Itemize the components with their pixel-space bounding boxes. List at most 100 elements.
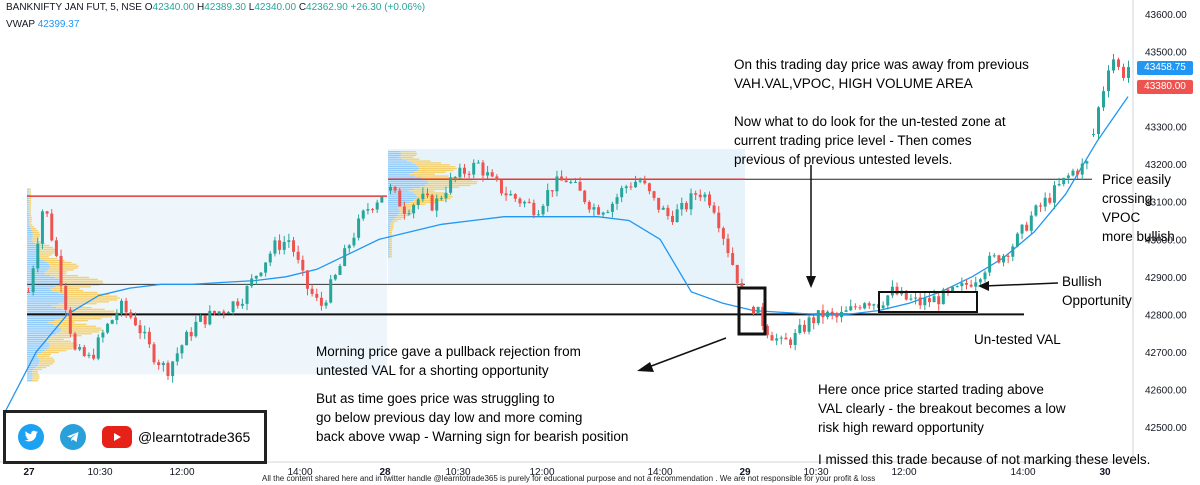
candle-body	[698, 194, 702, 198]
candle-body	[1052, 185, 1056, 203]
day28-profile-bar-yellow	[399, 156, 414, 158]
day27-profile-bar-blue	[27, 348, 48, 350]
candle-body	[689, 193, 693, 210]
candle-body	[292, 240, 296, 252]
candle-body	[904, 290, 908, 300]
candle-body	[1127, 67, 1130, 78]
candle-body	[115, 313, 119, 321]
candle-body	[821, 310, 825, 318]
twitter-icon[interactable]	[18, 424, 44, 450]
day28-profile-bar-blue	[388, 220, 393, 222]
candle-body	[721, 228, 725, 239]
candle-body	[1117, 59, 1120, 67]
candle-body	[527, 201, 531, 203]
telegram-icon[interactable]	[60, 424, 86, 450]
time-tick-label: 14:00	[1010, 467, 1035, 478]
candle-body	[826, 311, 830, 318]
day27-profile-bar-yellow	[62, 308, 105, 311]
day28-profile-bar-blue	[388, 241, 390, 243]
candle-body	[601, 212, 605, 215]
day27-profile-bar-yellow	[65, 316, 113, 318]
candle-body	[610, 203, 614, 212]
candle-body	[389, 186, 392, 191]
day27-profile-bar-blue	[27, 226, 31, 228]
rejection-box	[737, 286, 767, 336]
day28-profile-bar-blue	[388, 186, 421, 188]
candle-body	[523, 201, 527, 204]
day27-profile-bar-blue	[27, 325, 58, 327]
candle-body	[129, 312, 133, 318]
day27-profile-bar-blue	[27, 250, 40, 252]
arrow-bullish-head	[978, 281, 989, 291]
day28-profile-bar-blue	[388, 244, 390, 247]
day27-profile-bar-yellow	[37, 244, 50, 247]
day28-profile-bar-yellow	[415, 175, 449, 177]
candle-body	[946, 289, 950, 292]
candle-body	[752, 306, 755, 315]
candle-body	[499, 180, 503, 194]
candle-body	[666, 207, 670, 217]
time-tick-label: 12:00	[529, 467, 554, 478]
candle-body	[937, 296, 941, 305]
candle-body	[671, 216, 675, 223]
day27-profile-bar-blue	[27, 228, 32, 230]
time-tick-label: 30	[1099, 467, 1111, 478]
day28-profile-bar-blue	[388, 212, 399, 215]
day27-profile-bar-yellow	[28, 207, 31, 209]
symbol-name[interactable]: BANKNIFTY JAN FUT, 5, NSE	[6, 2, 142, 13]
day27-profile-bar-yellow	[28, 211, 31, 213]
day27-profile-bar-yellow	[58, 278, 98, 280]
candle-body	[407, 213, 411, 215]
day28-profile-bar-yellow	[389, 233, 392, 235]
candle-body	[1006, 255, 1010, 257]
day27-profile-bar-blue	[27, 222, 29, 224]
candle-body	[296, 251, 300, 260]
day27-profile-bar-yellow	[36, 256, 49, 258]
open-label: O	[144, 2, 153, 13]
vwap-header[interactable]: VWAP 42399.37	[6, 19, 79, 30]
day27-profile-bar-yellow	[39, 248, 56, 250]
day28-profile-bar-yellow	[427, 182, 477, 185]
annotation-struggle: But as time goes price was struggling to…	[316, 391, 629, 444]
day27-profile-bar-yellow	[32, 233, 40, 235]
day27-profile-bar-blue	[27, 224, 30, 226]
candle-body	[412, 205, 416, 214]
day27-profile-bar-blue	[27, 306, 57, 309]
candle-body	[1043, 197, 1047, 207]
candle-body	[199, 315, 203, 322]
candle-body	[481, 162, 485, 176]
day27-profile-bar-yellow	[60, 329, 103, 331]
vwap-label[interactable]: VWAP	[6, 19, 35, 30]
youtube-icon[interactable]	[102, 426, 132, 448]
day28-profile-bar-blue	[388, 169, 418, 172]
day27-profile-bar-blue	[27, 323, 54, 326]
day27-profile-bar-blue	[27, 254, 39, 256]
candle-body	[1020, 224, 1024, 234]
social-handle[interactable]: @learntotrade365	[138, 429, 251, 445]
day27-profile-bar-blue	[27, 188, 29, 190]
candle-body	[761, 306, 765, 326]
day27-profile-bar-yellow	[39, 252, 55, 254]
candle-body	[250, 278, 254, 287]
day27-profile-bar-blue	[27, 350, 45, 352]
day27-profile-bar-blue	[27, 218, 30, 220]
candle-body	[712, 205, 716, 213]
candle-body	[583, 190, 587, 202]
day27-profile-bar-yellow	[38, 246, 53, 249]
candle-body	[315, 293, 319, 298]
day27-profile-bar-blue	[27, 209, 29, 211]
symbol-header[interactable]: BANKNIFTY JAN FUT, 5, NSE O42340.00 H423…	[6, 2, 425, 13]
candle-body	[1002, 255, 1006, 263]
day27-profile-bar-blue	[27, 289, 53, 292]
day28-profile-bar-blue	[388, 252, 390, 254]
candle-body	[92, 354, 96, 359]
candle-body	[606, 211, 610, 213]
day27-profile-bar-blue	[27, 286, 56, 288]
day27-profile-bar-blue	[27, 237, 33, 239]
day27-profile-bar-blue	[27, 342, 49, 344]
day27-profile-bar-yellow	[32, 372, 39, 374]
day28-profile-bar-yellow	[425, 184, 471, 187]
candle-body	[416, 199, 420, 206]
day27-profile-bar-blue	[27, 194, 29, 196]
day28-profile-bar-yellow	[390, 222, 395, 224]
